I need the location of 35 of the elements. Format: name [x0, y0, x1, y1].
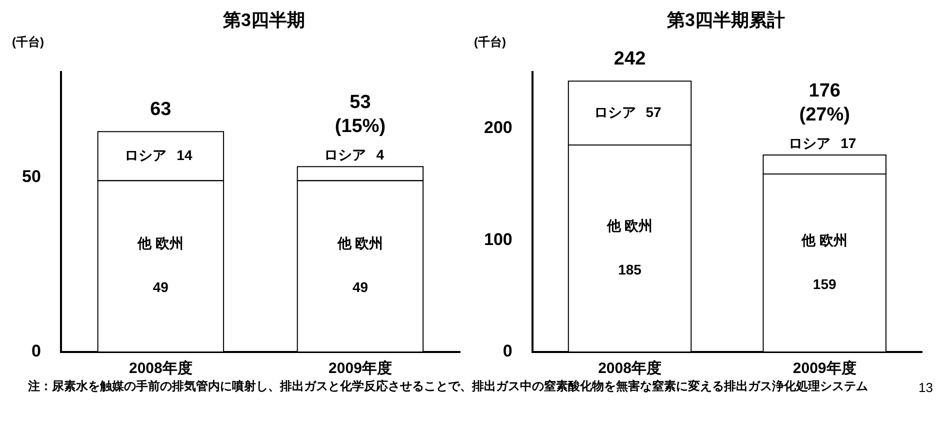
x-tick-label: 2008年度 [128, 359, 192, 378]
data-label: 49 [152, 279, 169, 296]
x-tick-label: 2009年度 [792, 359, 856, 378]
y-tick-label: 0 [31, 342, 41, 361]
data-label: 14 [176, 147, 192, 163]
y-tick-label: 0 [502, 342, 512, 361]
data-label: 4 [376, 146, 384, 162]
data-label: 185 [618, 261, 642, 278]
y-axis-title: (千台) [12, 34, 44, 51]
total-label: 242 [614, 48, 646, 70]
y-tick-label: 200 [484, 118, 512, 137]
chart-title: 第3四半期累計 [666, 9, 786, 32]
series-label: 他 欧州 [336, 235, 384, 252]
text: 他 欧州 [802, 232, 848, 248]
data-label: 57 [646, 104, 662, 120]
total-label: 63 [150, 98, 172, 120]
x-tick-label: 2008年度 [598, 359, 662, 378]
chart-title: 第3四半期 [222, 9, 306, 32]
y-axis-title: (千台) [474, 34, 506, 51]
data-label: 159 [812, 276, 836, 292]
series-label: 他 欧州 [606, 217, 653, 234]
data-label: 49 [352, 279, 368, 296]
text: 13 [918, 380, 933, 395]
series-label: ロシア [324, 146, 366, 162]
total-label: 176 (27%) [799, 80, 850, 126]
x-tick-label: 2009年度 [328, 359, 392, 378]
data-label: 17 [840, 134, 856, 151]
text: ロシア [594, 104, 636, 120]
text: ロシア [124, 147, 167, 163]
y-tick-label: 100 [484, 230, 512, 249]
text: 他 欧州 [138, 235, 184, 252]
total-label: 53 (15%) [334, 92, 386, 137]
y-tick-label: 50 [22, 166, 41, 186]
text: 注：尿素水を触媒の手前の排気管内に噴射し、排出ガスと化学反応させることで、排出ガス中の窒素酸化物を無害な窒素に変える排出ガス浄化処理システム [28, 378, 868, 395]
series-label: ロシア [788, 134, 831, 151]
